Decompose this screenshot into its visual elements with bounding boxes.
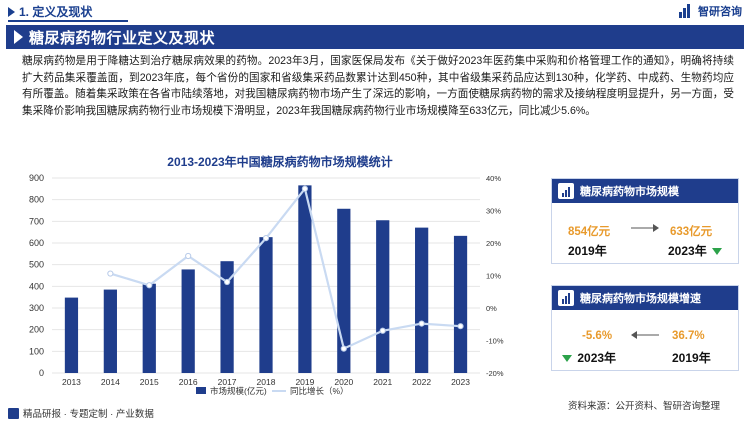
growth-line <box>110 186 461 351</box>
bar <box>103 289 117 373</box>
growth-point <box>301 185 309 192</box>
legend-label-line: 同比增长（%） <box>290 386 349 396</box>
arrow-right-icon <box>631 224 659 232</box>
year-2023: 2023年 <box>668 242 723 259</box>
chart-title: 2013-2023年中国糖尿病药物市场规模统计 <box>167 155 393 169</box>
footer-tagline: 精品研报 · 专题定制 · 产业数据 <box>8 406 154 420</box>
card-header: 糖尿病药物市场规模增速 <box>552 286 738 310</box>
bar <box>64 297 79 373</box>
y-left-tick-label: 700 <box>29 216 44 226</box>
growth-2023-value: -5.6% <box>582 330 613 342</box>
market-size-chart: 0 100 200 300 400 500 600 700 800 900 -20% -10% 0% 10… <box>29 173 504 396</box>
growth-point <box>262 235 270 242</box>
logo-icon <box>679 4 695 18</box>
bar-chart-icon <box>558 290 574 306</box>
growth-point <box>146 282 153 289</box>
growth-2019-value: 36.7% <box>672 330 705 342</box>
legend-swatch-bar <box>196 387 206 394</box>
x-tick-label: 2015 <box>140 377 159 387</box>
growth-point <box>223 278 231 286</box>
intro-paragraph: 糖尿病药物是用于降糖达到治疗糖尿病效果的药物。2023年3月，国家医保局发布《关… <box>22 55 734 117</box>
source-note: 资料来源：公开资料、智研咨询整理 <box>567 401 720 412</box>
arrow-down-icon <box>712 248 723 256</box>
chevron-right-icon <box>14 30 23 44</box>
x-tick-label: 2014 <box>101 377 120 387</box>
y-right-tick-label: 20% <box>486 239 501 248</box>
report-icon <box>8 407 19 419</box>
bar <box>298 185 312 373</box>
footer-bar: 精品研报 · 专题定制 · 产业数据 <box>0 403 750 421</box>
page-title: 糖尿病药物行业定义及现状 <box>29 29 216 47</box>
y-left-tick-label: 500 <box>29 260 44 270</box>
footer-text: 精品研报 · 专题定制 · 产业数据 <box>23 409 154 420</box>
growth-point <box>457 323 464 330</box>
bar <box>142 283 156 373</box>
y-right-tick-label: -10% <box>486 337 504 346</box>
growth-2023-year: 2023年 <box>562 349 616 366</box>
y-right-tick-label: 40% <box>486 174 501 183</box>
x-tick-label: 2017 <box>218 377 237 387</box>
logo-text: 智研咨询 <box>698 6 742 18</box>
x-tick-label: 2018 <box>257 377 276 387</box>
x-tick-label: 2016 <box>179 377 198 387</box>
bar <box>376 220 390 373</box>
bar <box>415 227 429 373</box>
card-market-scale: 糖尿病药物市场规模 854亿元 2019年 633亿元 2023年 <box>551 178 739 264</box>
y-left-tick-label: 400 <box>29 281 44 291</box>
y-left-tick-label: 100 <box>29 346 44 356</box>
value-2019: 854亿元 <box>568 226 611 238</box>
bar <box>259 237 273 373</box>
growth-point <box>418 320 425 327</box>
section-title: 1. 定义及现状 <box>8 3 92 20</box>
x-tick-label: 2013 <box>62 377 81 387</box>
growth-2023-label: 2023年 <box>577 351 617 365</box>
arrow-left-icon <box>631 331 659 339</box>
y-right-tick-label: 10% <box>486 272 501 281</box>
y-left-tick-label: 300 <box>29 303 44 313</box>
y-left-tick-label: 0 <box>39 368 44 378</box>
x-tick-label: 2023 <box>451 377 470 387</box>
growth-point <box>107 270 114 277</box>
legend-label-bar: 市场规模(亿元) <box>210 386 267 396</box>
y-right-tick-label: 0% <box>486 304 497 313</box>
x-tick-label: 2022 <box>412 377 431 387</box>
card-title: 糖尿病药物市场规模 <box>580 186 679 198</box>
card-body: -5.6% 2023年 36.7% 2019年 <box>552 316 738 366</box>
bar <box>220 261 234 373</box>
arrow-down-icon <box>562 355 572 363</box>
value-2023: 633亿元 <box>670 226 713 238</box>
bar-chart-icon <box>558 183 574 199</box>
y-left-tick-label: 800 <box>29 195 44 205</box>
top-bar: 1. 定义及现状 智研咨询 <box>0 0 750 22</box>
card-header: 糖尿病药物市场规模 <box>552 179 738 203</box>
title-banner: 糖尿病药物行业定义及现状 <box>6 25 744 49</box>
play-icon <box>8 6 15 17</box>
card-growth-rate: 糖尿病药物市场规模增速 -5.6% 2023年 36.7% 2019年 <box>551 285 739 371</box>
y-left-tick-label: 900 <box>29 173 44 183</box>
x-tick-label: 2019 <box>295 377 314 387</box>
section-label: 1. 定义及现状 <box>19 5 93 19</box>
bar <box>453 235 468 373</box>
growth-2019-year: 2019年 <box>672 351 711 365</box>
x-tick-label: 2021 <box>373 377 392 387</box>
x-tick-label: 2020 <box>334 377 353 387</box>
growth-point <box>185 252 192 260</box>
brand-logo: 智研咨询 <box>679 3 742 19</box>
y-left-tick-label: 200 <box>29 325 44 335</box>
section-underline <box>8 20 128 22</box>
card-body: 854亿元 2019年 633亿元 2023年 <box>552 209 738 259</box>
year-2019: 2019年 <box>568 244 607 258</box>
growth-point <box>340 345 347 352</box>
bar <box>181 269 195 373</box>
y-left-tick-label: 600 <box>29 238 44 248</box>
y-right-tick-label: 30% <box>486 207 501 216</box>
year-2023-label: 2023年 <box>668 244 707 258</box>
y-right-tick-label: -20% <box>486 369 504 378</box>
card-title: 糖尿病药物市场规模增速 <box>580 293 701 305</box>
growth-point <box>379 327 386 334</box>
